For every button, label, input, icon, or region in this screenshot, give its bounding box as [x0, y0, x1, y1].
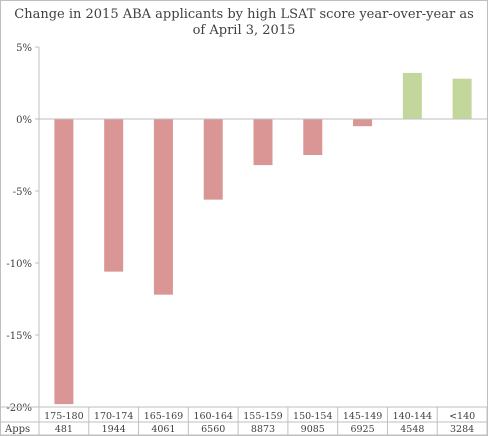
- x-category-label: 175-180: [44, 411, 83, 422]
- bar-150-154: [303, 119, 323, 155]
- bar-<140: [452, 78, 472, 119]
- apps-value: 1944: [102, 424, 126, 435]
- x-category-label: 145-149: [343, 411, 382, 422]
- bar-170-174: [104, 119, 124, 272]
- y-tick-label: -10%: [6, 259, 32, 270]
- bar-175-180: [54, 119, 74, 405]
- chart-title: Change in 2015 ABA applicants by high LS…: [1, 7, 487, 39]
- x-category-label: 155-159: [243, 411, 282, 422]
- bar-160-164: [203, 119, 223, 200]
- apps-value: 481: [55, 424, 73, 435]
- bar-165-169: [153, 119, 173, 295]
- x-category-label: 170-174: [94, 411, 133, 422]
- apps-value: 8873: [251, 424, 275, 435]
- x-category-label: <140: [449, 411, 475, 422]
- chart-title-line-1: Change in 2015 ABA applicants by high LS…: [14, 7, 474, 22]
- x-category-label: 150-154: [293, 411, 332, 422]
- y-tick-label: 0%: [16, 115, 32, 126]
- x-category-label: 140-144: [393, 411, 432, 422]
- apps-value: 6560: [201, 424, 225, 435]
- apps-value: 3284: [450, 424, 474, 435]
- x-category-label: 165-169: [144, 411, 183, 422]
- apps-row-label: Apps: [4, 424, 30, 435]
- apps-value: 4061: [151, 424, 175, 435]
- apps-value: 9085: [301, 424, 325, 435]
- y-tick-label: -20%: [6, 403, 32, 414]
- y-tick-label: -5%: [13, 187, 32, 198]
- bar-145-149: [353, 119, 373, 127]
- x-category-label: 160-164: [193, 411, 232, 422]
- apps-value: 6925: [350, 424, 374, 435]
- y-tick-label: 5%: [16, 43, 32, 54]
- apps-value: 4548: [400, 424, 424, 435]
- chart-title-line-2: of April 3, 2015: [192, 23, 296, 38]
- bar-155-159: [253, 119, 273, 166]
- y-tick-label: -15%: [6, 331, 32, 342]
- bar-140-144: [402, 72, 422, 119]
